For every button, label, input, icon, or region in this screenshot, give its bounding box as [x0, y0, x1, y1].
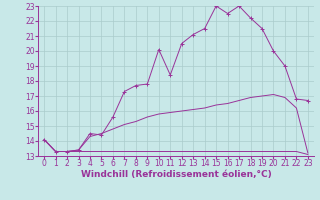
X-axis label: Windchill (Refroidissement éolien,°C): Windchill (Refroidissement éolien,°C)	[81, 170, 271, 179]
